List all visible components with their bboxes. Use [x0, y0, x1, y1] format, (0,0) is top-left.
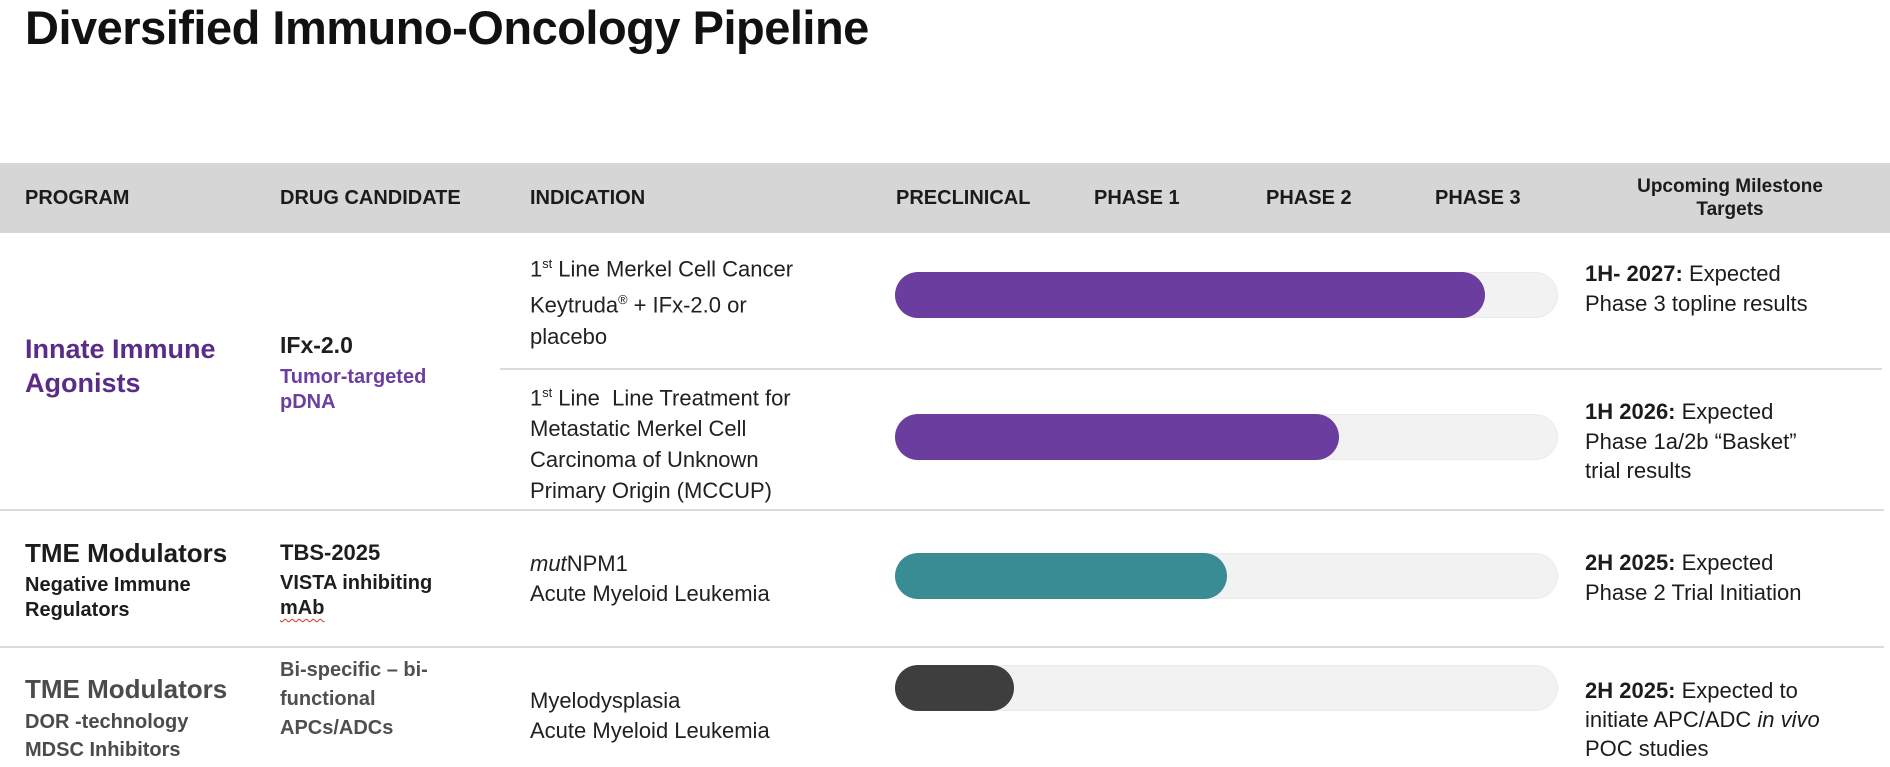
drug-candidate-ifx20: IFx-2.0 Tumor-targeted pDNA [280, 331, 426, 415]
drug-subtitle-line: VISTA inhibiting [280, 572, 433, 594]
milestone-1h2026: 1H 2026: Expected Phase 1a/2b “Basket” t… [1585, 397, 1825, 486]
indication-text: NPM1 [566, 551, 628, 576]
program-innate-immune-agonists: Innate Immune Agonists [25, 332, 216, 400]
drug-line: functional [280, 688, 376, 710]
superscript: st [542, 256, 553, 271]
drug-name: TBS-2025 [280, 540, 381, 565]
milestone-1h2027: 1H- 2027: Expected Phase 3 topline resul… [1585, 259, 1825, 318]
milestone-italic-text: in vivo [1757, 707, 1820, 732]
superscript: st [542, 385, 553, 400]
drug-line: APCs/ADCs [280, 717, 394, 739]
superscript: ® [618, 292, 628, 308]
indication-text: Line Merkel Cell Cancer [552, 256, 794, 282]
indication-merkel-cell-cancer: 1st Line Merkel Cell Cancer Keytruda® + … [530, 248, 793, 352]
indication-text: Line Line Treatment for [552, 385, 791, 411]
indication-mccup: 1st Line Line Treatment for Metastatic M… [530, 377, 791, 506]
indication-text: 1 [530, 256, 543, 282]
indication-line: 1st Line Line Treatment for [530, 377, 791, 413]
milestone-date: 1H 2026: [1585, 399, 1676, 424]
progress-track [895, 665, 1558, 711]
column-header-program: PROGRAM [25, 186, 130, 209]
program-tme-negative-immune: TME Modulators Negative Immune Regulator… [25, 537, 227, 623]
program-line: Innate Immune [25, 334, 216, 364]
progress-track [895, 272, 1558, 318]
program-tme-dor-mdsc: TME Modulators DOR -technology MDSC Inhi… [25, 673, 227, 764]
indication-mutnpm1-aml: mutNPM1 Acute Myeloid Leukemia [530, 549, 770, 609]
drug-name: IFx-2.0 [280, 332, 353, 358]
indication-line: Myelodysplasia [530, 688, 681, 713]
subrow-divider [500, 368, 1882, 370]
milestone-date: 1H- 2027: [1585, 261, 1683, 286]
indication-line: placebo [530, 323, 608, 349]
indication-text: Keytruda [530, 292, 619, 318]
drug-candidate-apcs-adcs: Bi-specific – bi- functional APCs/ADCs [280, 656, 428, 743]
program-line: Negative Immune [25, 574, 191, 596]
italic-text: mut [530, 551, 567, 576]
column-header-indication: INDICATION [530, 186, 646, 209]
indication-line: Primary Origin (MCCUP) [530, 478, 772, 504]
drug-line: Bi-specific – bi- [280, 659, 428, 681]
row-divider [0, 646, 1884, 648]
milestone-text: Expected to initiate APC/ADC [1585, 678, 1798, 732]
milestone-header-line2: Targets [1696, 199, 1764, 220]
progress-bar-phase1 [895, 553, 1227, 599]
indication-line: Acute Myeloid Leukemia [530, 581, 770, 606]
column-header-phase1: PHASE 1 [1094, 186, 1180, 209]
progress-track [895, 553, 1558, 599]
indication-line: mutNPM1 [530, 549, 770, 579]
drug-subtitle-line: mAb [280, 597, 325, 619]
progress-bar-preclinical [895, 665, 1015, 711]
milestone-2h2025-poc: 2H 2025: Expected to initiate APC/ADC in… [1585, 676, 1825, 763]
table-header-band: PROGRAM DRUG CANDIDATE INDICATION PRECLI… [0, 163, 1890, 233]
column-header-preclinical: PRECLINICAL [896, 186, 1031, 209]
program-line: TME Modulators [25, 538, 228, 568]
milestone-text: Expected Phase 1a/2b “Basket” trial resu… [1585, 399, 1797, 483]
indication-line: Carcinoma of Unknown [530, 447, 759, 473]
milestone-2h2025-phase2: 2H 2025: Expected Phase 2 Trial Initiati… [1585, 548, 1825, 607]
indication-text: 1 [530, 385, 543, 411]
column-header-milestone: Upcoming Milestone Targets [1585, 163, 1875, 233]
indication-text: + IFx-2.0 or [627, 292, 747, 318]
column-header-phase3: PHASE 3 [1435, 186, 1521, 209]
row-divider [0, 509, 1884, 511]
page-title: Diversified Immuno-Oncology Pipeline [25, 1, 869, 54]
program-line: MDSC Inhibitors [25, 739, 181, 761]
drug-subtitle-line: Tumor-targeted [280, 366, 427, 388]
indication-line: Acute Myeloid Leukemia [530, 718, 770, 743]
indication-line: Metastatic Merkel Cell [530, 416, 747, 442]
drug-candidate-tbs2025: TBS-2025 VISTA inhibiting mAb [280, 539, 432, 621]
program-line: TME Modulators [25, 674, 228, 704]
milestone-text: Expected Phase 3 topline results [1585, 261, 1808, 316]
indication-line: 1st Line Merkel Cell Cancer [530, 248, 793, 284]
progress-bar-phase3 [895, 272, 1486, 318]
indication-line: Keytruda® + IFx-2.0 or [530, 284, 793, 320]
column-header-drug: DRUG CANDIDATE [280, 186, 461, 209]
indication-myelodysplasia-aml: Myelodysplasia Acute Myeloid Leukemia [530, 686, 770, 746]
program-line: DOR -technology [25, 711, 189, 733]
progress-bar-phase2 [895, 414, 1340, 460]
milestone-date: 2H 2025: [1585, 678, 1676, 703]
progress-track [895, 414, 1558, 460]
milestone-date: 2H 2025: [1585, 550, 1676, 575]
milestone-header-line1: Upcoming Milestone [1637, 176, 1823, 197]
milestone-text: Expected Phase 2 Trial Initiation [1585, 550, 1802, 605]
drug-subtitle-line: pDNA [280, 391, 336, 413]
column-header-phase2: PHASE 2 [1266, 186, 1352, 209]
program-line: Agonists [25, 368, 141, 398]
milestone-text: POC studies [1585, 736, 1709, 761]
program-line: Regulators [25, 599, 130, 621]
